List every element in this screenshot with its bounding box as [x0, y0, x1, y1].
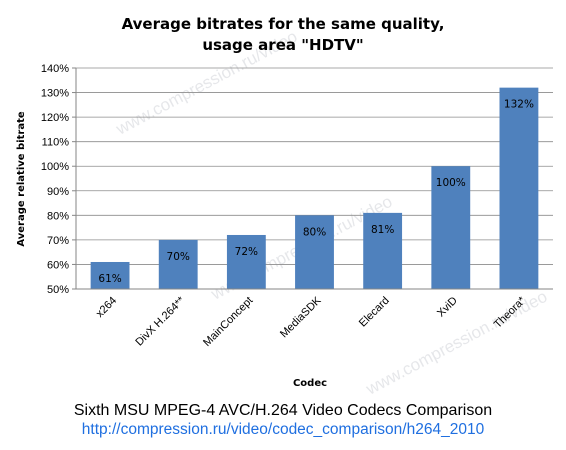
- y-axis-ticks: 50% 60% 70% 80% 90% 100% 110% 120% 130% 140%: [41, 63, 69, 296]
- y-tick-label: 120%: [41, 112, 69, 124]
- bar-data-label: 100%: [436, 177, 466, 189]
- chart-title-line-1: Average bitrates for the same quality,: [122, 15, 445, 33]
- bar-data-labels: 61% 70% 72% 80% 81% 100% 132%: [98, 99, 534, 285]
- bar: [226, 234, 266, 289]
- x-tick-label: MediaSDK: [278, 294, 324, 340]
- bar-data-label: 81%: [371, 224, 394, 236]
- x-axis-label: Codec: [293, 378, 327, 389]
- x-tick-label: XviD: [435, 295, 460, 320]
- y-tick-label: 100%: [41, 161, 69, 173]
- caption-link[interactable]: http://compression.ru/video/codec_compar…: [82, 421, 485, 438]
- bar-data-label: 132%: [504, 99, 534, 111]
- y-tick-label: 80%: [47, 210, 69, 222]
- bar-data-label: 61%: [98, 273, 121, 285]
- y-tick-label: 110%: [42, 137, 70, 149]
- bar-data-label: 72%: [235, 246, 258, 258]
- y-tick-label: 70%: [47, 235, 69, 247]
- y-tick-label: 130%: [41, 88, 69, 100]
- caption-title: Sixth MSU MPEG-4 AVC/H.264 Video Codecs …: [74, 402, 492, 419]
- bar: [295, 215, 334, 289]
- watermarks: www.compression.ru/video www.compression…: [112, 27, 550, 399]
- x-tick-label: MainConcept: [201, 295, 255, 349]
- chart-title-line-2: usage area "HDTV": [202, 36, 363, 54]
- x-tick-label: x264: [94, 295, 119, 320]
- bars: [90, 87, 539, 290]
- y-tick-label: 140%: [41, 63, 69, 75]
- x-tick-label: Elecard: [357, 295, 392, 330]
- x-tick-label: DivX H.264**: [133, 294, 187, 348]
- bar: [431, 166, 471, 289]
- bar-data-label: 70%: [167, 251, 190, 263]
- y-tick-label: 50%: [47, 284, 69, 296]
- y-tick-label: 90%: [47, 186, 69, 198]
- bar: [90, 261, 130, 289]
- bar: [363, 212, 403, 289]
- bar: [499, 87, 539, 290]
- bar: [158, 239, 198, 289]
- y-tick-label: 60%: [47, 259, 69, 271]
- y-axis-label: Average relative bitrate: [16, 111, 27, 246]
- bar-data-label: 80%: [303, 226, 326, 238]
